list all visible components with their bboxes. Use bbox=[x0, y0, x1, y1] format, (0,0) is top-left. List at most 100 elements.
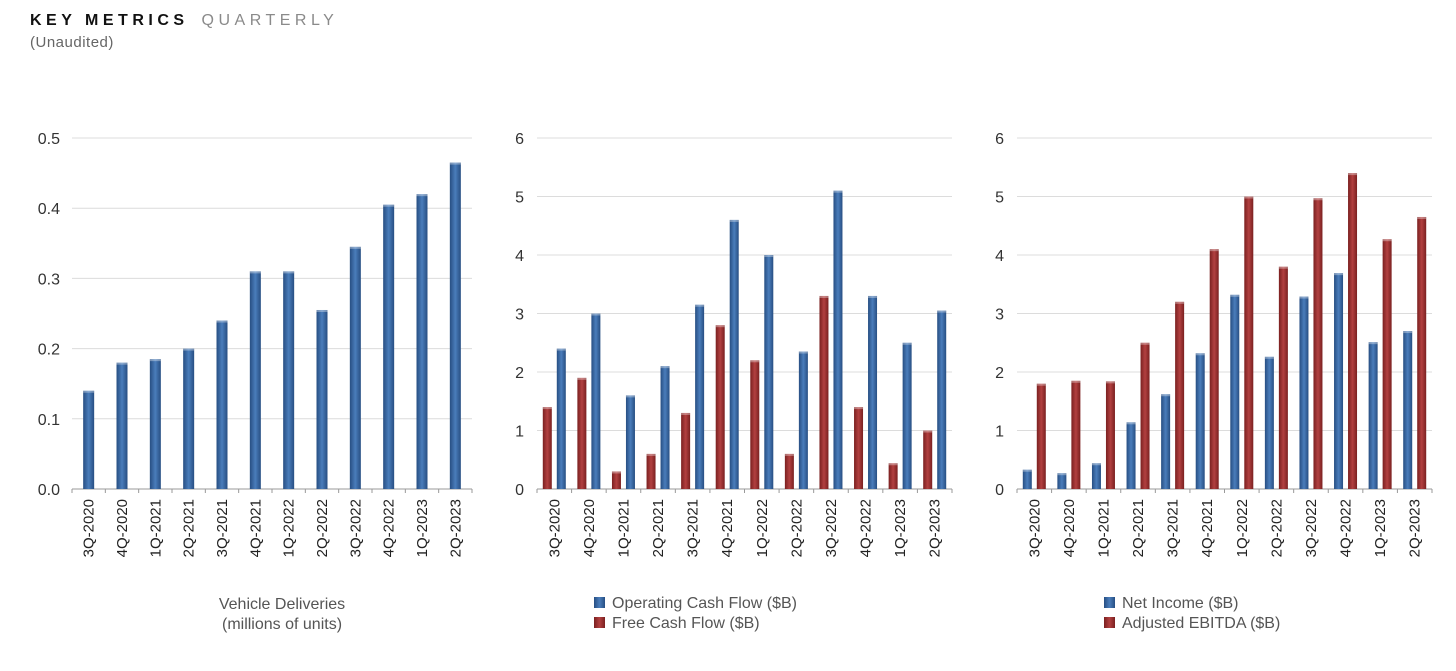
bar-cap bbox=[854, 407, 864, 410]
bar bbox=[868, 295, 878, 489]
bar-cap bbox=[1105, 381, 1115, 384]
bar-cap bbox=[868, 295, 878, 298]
bar-cap bbox=[1022, 469, 1032, 472]
bar-cap bbox=[833, 190, 843, 193]
bar-cap bbox=[349, 246, 361, 249]
bar-cap bbox=[1057, 473, 1067, 476]
bar bbox=[1161, 394, 1171, 489]
y-tick-label: 0.2 bbox=[38, 342, 60, 359]
x-tick-label: 3Q-2021 bbox=[1165, 499, 1182, 557]
bar bbox=[695, 304, 705, 489]
title-main: KEY METRICS bbox=[30, 12, 189, 29]
x-tick-label: 4Q-2021 bbox=[719, 499, 736, 557]
bar-cap bbox=[660, 366, 670, 369]
bar bbox=[1278, 266, 1288, 489]
bar bbox=[1348, 173, 1358, 489]
bar bbox=[1140, 342, 1150, 489]
bar-cap bbox=[764, 255, 774, 257]
bar-cap bbox=[1348, 173, 1358, 176]
bar bbox=[1334, 273, 1344, 489]
y-tick-label: 0.3 bbox=[38, 271, 60, 288]
bar bbox=[1091, 463, 1101, 489]
bar bbox=[1382, 239, 1392, 489]
bar bbox=[1195, 353, 1205, 489]
bar bbox=[283, 271, 295, 489]
y-tick-label: 6 bbox=[995, 131, 1004, 148]
bar bbox=[764, 255, 774, 489]
bar-cap bbox=[83, 390, 95, 393]
bar bbox=[660, 366, 670, 489]
bar bbox=[611, 471, 621, 489]
y-tick-label: 4 bbox=[515, 248, 524, 265]
page-header: KEY METRICS QUARTERLY (Unaudited) bbox=[30, 12, 338, 51]
x-tick-label: 4Q-2021 bbox=[1199, 499, 1216, 557]
bar bbox=[784, 453, 794, 489]
title-sub: QUARTERLY bbox=[201, 12, 339, 29]
x-tick-label: 3Q-2020 bbox=[81, 499, 98, 557]
bar-cap bbox=[149, 359, 161, 362]
x-tick-label: 2Q-2023 bbox=[1407, 499, 1424, 557]
legend-swatch bbox=[594, 597, 605, 608]
x-tick-label: 4Q-2022 bbox=[858, 499, 875, 557]
bar-cap bbox=[611, 471, 621, 474]
bar bbox=[383, 204, 395, 489]
x-tick-label: 3Q-2021 bbox=[685, 499, 702, 557]
bar-cap bbox=[577, 377, 587, 380]
x-tick-label: 3Q-2020 bbox=[1026, 499, 1043, 557]
axis-caption: (millions of units) bbox=[222, 616, 342, 633]
bar bbox=[937, 310, 947, 489]
bar bbox=[577, 377, 587, 489]
x-tick-label: 1Q-2021 bbox=[615, 499, 632, 557]
bar-cap bbox=[750, 360, 760, 363]
bar-cap bbox=[1091, 463, 1101, 466]
y-tick-label: 5 bbox=[995, 190, 1004, 207]
bar-cap bbox=[902, 342, 912, 345]
bar bbox=[542, 407, 552, 489]
x-tick-label: 2Q-2023 bbox=[447, 499, 464, 557]
bar bbox=[1022, 469, 1032, 489]
y-tick-label: 0.0 bbox=[38, 482, 60, 499]
x-tick-label: 3Q-2022 bbox=[1303, 499, 1320, 557]
y-tick-label: 0 bbox=[995, 482, 1004, 499]
legend-swatch bbox=[1104, 597, 1115, 608]
y-tick-label: 0.4 bbox=[38, 201, 60, 218]
y-tick-label: 0 bbox=[515, 482, 524, 499]
page-title: KEY METRICS QUARTERLY bbox=[30, 12, 338, 30]
x-tick-label: 1Q-2022 bbox=[754, 499, 771, 557]
x-tick-label: 1Q-2023 bbox=[892, 499, 909, 557]
bar-cap bbox=[1368, 342, 1378, 345]
bar bbox=[729, 219, 739, 489]
bar-cap bbox=[819, 295, 829, 298]
bar-cap bbox=[1403, 331, 1413, 334]
bar-cap bbox=[681, 412, 691, 415]
x-tick-label: 4Q-2020 bbox=[581, 499, 598, 557]
y-tick-label: 2 bbox=[995, 365, 1004, 382]
bar-cap bbox=[1264, 356, 1274, 359]
y-tick-label: 2 bbox=[515, 365, 524, 382]
bar bbox=[1175, 301, 1185, 489]
bar bbox=[1244, 196, 1254, 489]
bar-cap bbox=[1334, 273, 1344, 276]
bar-cap bbox=[449, 162, 461, 165]
bar-cap bbox=[416, 194, 428, 197]
bar bbox=[1209, 249, 1219, 489]
bar-cap bbox=[1230, 294, 1240, 297]
bar bbox=[819, 295, 829, 489]
bar-cap bbox=[695, 304, 705, 307]
x-tick-label: 4Q-2020 bbox=[114, 499, 131, 557]
bar-cap bbox=[798, 351, 808, 354]
bar bbox=[216, 320, 228, 489]
bar bbox=[646, 453, 656, 489]
bar-cap bbox=[923, 430, 933, 433]
x-tick-label: 3Q-2021 bbox=[214, 499, 231, 557]
bar bbox=[349, 246, 361, 489]
bar-cap bbox=[1299, 296, 1309, 299]
y-tick-label: 0.1 bbox=[38, 412, 60, 429]
legend-swatch bbox=[1104, 617, 1115, 628]
bar-cap bbox=[116, 362, 128, 365]
bar bbox=[1126, 422, 1136, 489]
legend-swatch bbox=[594, 617, 605, 628]
bar bbox=[1403, 331, 1413, 489]
bar-cap bbox=[283, 271, 295, 274]
bar bbox=[750, 360, 760, 489]
